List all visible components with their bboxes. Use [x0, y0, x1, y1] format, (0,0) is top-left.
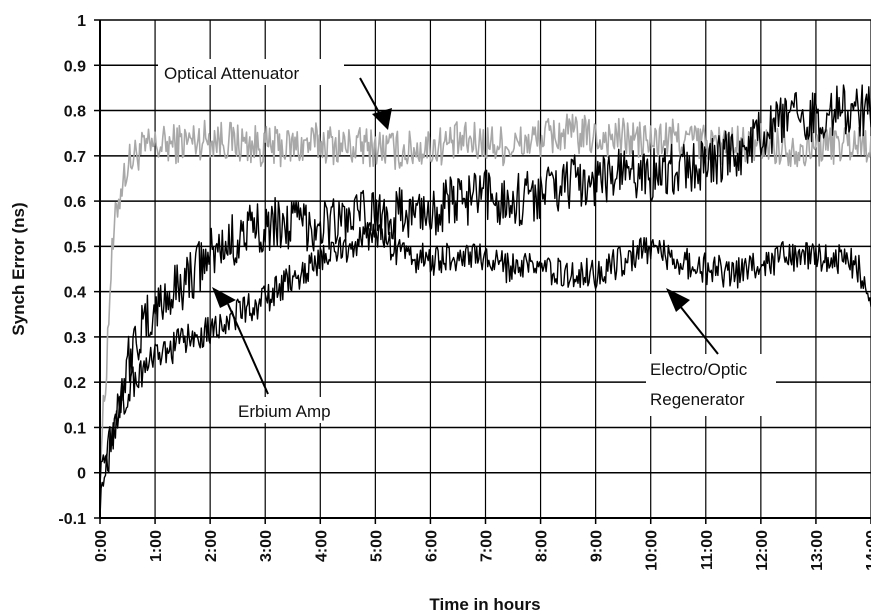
annotation-box-erbium — [232, 397, 352, 423]
y-tick-label: 0 — [77, 466, 86, 483]
x-tick-label: 13:00 — [809, 530, 826, 571]
annotation-regenerator: Regenerator — [650, 390, 745, 409]
annotation-box-optical — [158, 59, 344, 85]
y-tick-label: -0.1 — [58, 511, 86, 528]
x-tick-label: 10:00 — [644, 530, 661, 571]
y-axis-title: Synch Error (ns) — [9, 202, 28, 335]
y-tick-label: 0.7 — [64, 149, 86, 166]
x-tick-label: 11:00 — [699, 530, 716, 570]
arrow-line-erbium — [227, 303, 269, 395]
x-tick-label: 8:00 — [534, 530, 551, 562]
x-tick-label: 14:00 — [864, 530, 871, 571]
x-tick-label: 1:00 — [148, 530, 165, 562]
arrow-head-optical — [372, 108, 392, 130]
annotation-erbium-amp: Erbium Amp — [238, 402, 331, 421]
annotation-box-electro — [646, 354, 776, 416]
x-tick-label: 4:00 — [313, 530, 330, 562]
y-tick-label: 0.8 — [64, 104, 86, 121]
x-tick-label: 12:00 — [754, 530, 771, 571]
y-tick-label: 0.3 — [64, 330, 86, 347]
series-layer — [99, 84, 871, 519]
series-line-erbium-amp — [99, 84, 871, 519]
y-tick-label: 0.9 — [64, 58, 86, 75]
y-tick-label: 1 — [77, 13, 86, 30]
y-tick-label: 0.5 — [64, 239, 86, 256]
y-tick-label: 0.2 — [64, 375, 86, 392]
annotation-optical-attenuator: Optical Attenuator — [164, 64, 299, 83]
x-tick-label: 5:00 — [368, 530, 385, 562]
y-tick-label: 0.4 — [64, 285, 86, 302]
x-tick-label: 2:00 — [203, 530, 220, 562]
annotation-layer: Optical Attenuator Erbium Amp Electro/Op… — [158, 59, 776, 423]
annotation-electro-optic: Electro/Optic — [650, 360, 748, 379]
arrow-head-erbium — [212, 287, 236, 308]
series-line-electro-optic-regenerator — [99, 221, 871, 488]
axis-layer: -0.100.10.20.30.40.50.60.70.80.910:00 1:0… — [58, 13, 871, 571]
arrow-line-electro — [679, 305, 719, 355]
x-tick-label: 7:00 — [479, 530, 496, 562]
x-tick-label: 0:00 — [93, 530, 110, 562]
x-tick-label: 6:00 — [423, 530, 440, 562]
grid-layer — [99, 19, 871, 519]
y-tick-label: 0.1 — [64, 420, 86, 437]
arrow-head-electro — [666, 288, 690, 312]
y-tick-label: 0.6 — [64, 194, 86, 211]
x-axis-title: Time in hours — [429, 595, 540, 614]
arrow-line-optical — [359, 77, 383, 119]
x-tick-label: 9:00 — [589, 530, 606, 562]
x-tick-label: 3:00 — [258, 530, 275, 562]
series-line-optical-attenuator — [99, 113, 871, 484]
